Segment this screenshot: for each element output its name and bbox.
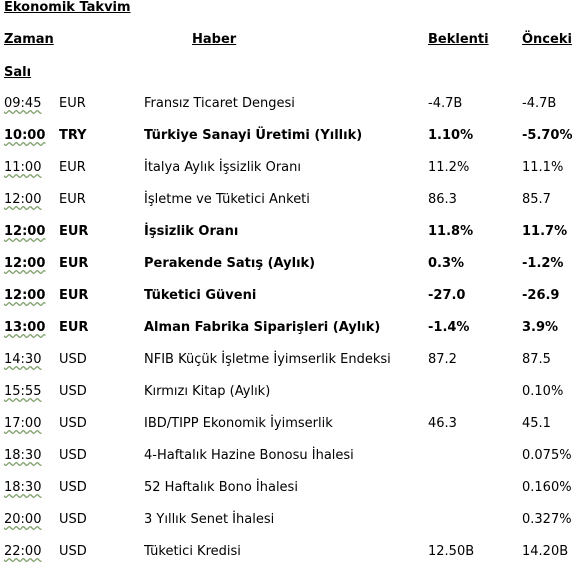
event-previous: -26.9	[522, 288, 560, 303]
event-currency: EUR	[59, 256, 89, 271]
table-row: 14:30 USD NFIB Küçük İşletme İyimserlik En…	[0, 352, 580, 376]
event-time: 22:00	[4, 544, 42, 559]
event-currency: EUR	[59, 288, 89, 303]
table-row: 22:00 USD Tüketici Kredisi 12.50B 14.20B	[0, 544, 580, 568]
event-expected: 86.3	[428, 192, 457, 207]
event-previous: 85.7	[522, 192, 551, 207]
event-time: 17:00	[4, 416, 42, 431]
event-time: 11:00	[4, 160, 42, 175]
section-day: Salı	[4, 65, 32, 80]
table-row: 17:00 USD IBD/TIPP Ekonomik İyimserlik 46.3…	[0, 416, 580, 440]
event-name: Türkiye Sanayi Üretimi (Yıllık)	[144, 128, 363, 143]
table-row: 20:00 USD 3 Yıllık Senet İhalesi 0.327%	[0, 512, 580, 536]
table-row: 12:00 EUR İşletme ve Tüketici Anketi 86.3 85…	[0, 192, 580, 216]
page-title: Ekonomik Takvim	[4, 0, 131, 15]
table-row: 18:30 USD 52 Haftalık Bono İhalesi 0.160%	[0, 480, 580, 504]
event-expected: 46.3	[428, 416, 457, 431]
event-name: İşletme ve Tüketici Anketi	[144, 192, 310, 207]
table-row: 10:00 TRY Türkiye Sanayi Üretimi (Yıllık) 1…	[0, 128, 580, 152]
event-previous: 45.1	[522, 416, 551, 431]
table-row: 12:00 EUR İşsizlik Oranı 11.8% 11.7%	[0, 224, 580, 248]
event-time: 12:00	[4, 224, 46, 239]
event-name: Tüketici Güveni	[144, 288, 257, 303]
event-time: 12:00	[4, 192, 42, 207]
event-expected: -1.4%	[428, 320, 470, 335]
event-previous: -4.7B	[522, 96, 557, 111]
event-currency: USD	[59, 352, 87, 367]
event-expected: -27.0	[428, 288, 466, 303]
event-previous: 11.1%	[522, 160, 564, 175]
header-previous: Önceki	[522, 32, 572, 47]
event-name: Fransız Ticaret Dengesi	[144, 96, 295, 111]
event-name: 3 Yıllık Senet İhalesi	[144, 512, 275, 527]
event-currency: USD	[59, 416, 87, 431]
table-row: 13:00 EUR Alman Fabrika Siparişleri (Aylık…	[0, 320, 580, 344]
event-previous: 0.327%	[522, 512, 572, 527]
event-name: 4-Haftalık Hazine Bonosu İhalesi	[144, 448, 354, 463]
event-expected: 1.10%	[428, 128, 474, 143]
event-previous: 0.075%	[522, 448, 572, 463]
event-name: Kırmızı Kitap (Aylık)	[144, 384, 271, 399]
event-time: 10:00	[4, 128, 46, 143]
event-currency: USD	[59, 480, 87, 495]
event-name: İşsizlik Oranı	[144, 224, 239, 239]
event-currency: EUR	[59, 224, 89, 239]
table-row: 18:30 USD 4-Haftalık Hazine Bonosu İhalesi…	[0, 448, 580, 472]
event-currency: USD	[59, 512, 87, 527]
event-previous: 87.5	[522, 352, 551, 367]
event-name: Perakende Satış (Aylık)	[144, 256, 316, 271]
event-currency: USD	[59, 384, 87, 399]
table-row: 12:00 EUR Perakende Satış (Aylık) 0.3% -1.2%	[0, 256, 580, 280]
event-time: 09:45	[4, 96, 42, 111]
event-currency: TRY	[59, 128, 87, 143]
event-name: NFIB Küçük İşletme İyimserlik Endeksi	[144, 352, 391, 367]
event-time: 15:55	[4, 384, 42, 399]
event-previous: -5.70%	[522, 128, 573, 143]
event-previous: 3.9%	[522, 320, 559, 335]
header-time: Zaman	[4, 32, 54, 47]
event-previous: 11.7%	[522, 224, 568, 239]
event-expected: 0.3%	[428, 256, 465, 271]
event-currency: EUR	[59, 192, 86, 207]
event-expected: 11.8%	[428, 224, 474, 239]
event-time: 13:00	[4, 320, 46, 335]
event-currency: EUR	[59, 160, 86, 175]
table-row: 11:00 EUR İtalya Aylık İşsizlik Oranı 11.2%…	[0, 160, 580, 184]
event-currency: EUR	[59, 320, 89, 335]
table-row: 15:55 USD Kırmızı Kitap (Aylık) 0.10%	[0, 384, 580, 408]
event-currency: USD	[59, 448, 87, 463]
event-name: Tüketici Kredisi	[144, 544, 241, 559]
header-news: Haber	[192, 32, 237, 47]
event-time: 20:00	[4, 512, 42, 527]
event-previous: 0.160%	[522, 480, 572, 495]
event-name: IBD/TIPP Ekonomik İyimserlik	[144, 416, 333, 431]
event-time: 18:30	[4, 448, 42, 463]
event-previous: -1.2%	[522, 256, 564, 271]
table-row: 12:00 EUR Tüketici Güveni -27.0 -26.9	[0, 288, 580, 312]
event-time: 12:00	[4, 288, 46, 303]
event-name: İtalya Aylık İşsizlik Oranı	[144, 160, 301, 175]
event-expected: -4.7B	[428, 96, 463, 111]
event-time: 14:30	[4, 352, 42, 367]
event-expected: 12.50B	[428, 544, 475, 559]
table-row: 09:45 EUR Fransız Ticaret Dengesi -4.7B -4.7…	[0, 96, 580, 120]
event-currency: USD	[59, 544, 87, 559]
event-currency: EUR	[59, 96, 86, 111]
event-time: 12:00	[4, 256, 46, 271]
event-time: 18:30	[4, 480, 42, 495]
event-expected: 87.2	[428, 352, 457, 367]
event-previous: 14.20B	[522, 544, 569, 559]
event-name: 52 Haftalık Bono İhalesi	[144, 480, 298, 495]
event-previous: 0.10%	[522, 384, 564, 399]
event-name: Alman Fabrika Siparişleri (Aylık)	[144, 320, 381, 335]
header-expected: Beklenti	[428, 32, 489, 47]
event-expected: 11.2%	[428, 160, 470, 175]
